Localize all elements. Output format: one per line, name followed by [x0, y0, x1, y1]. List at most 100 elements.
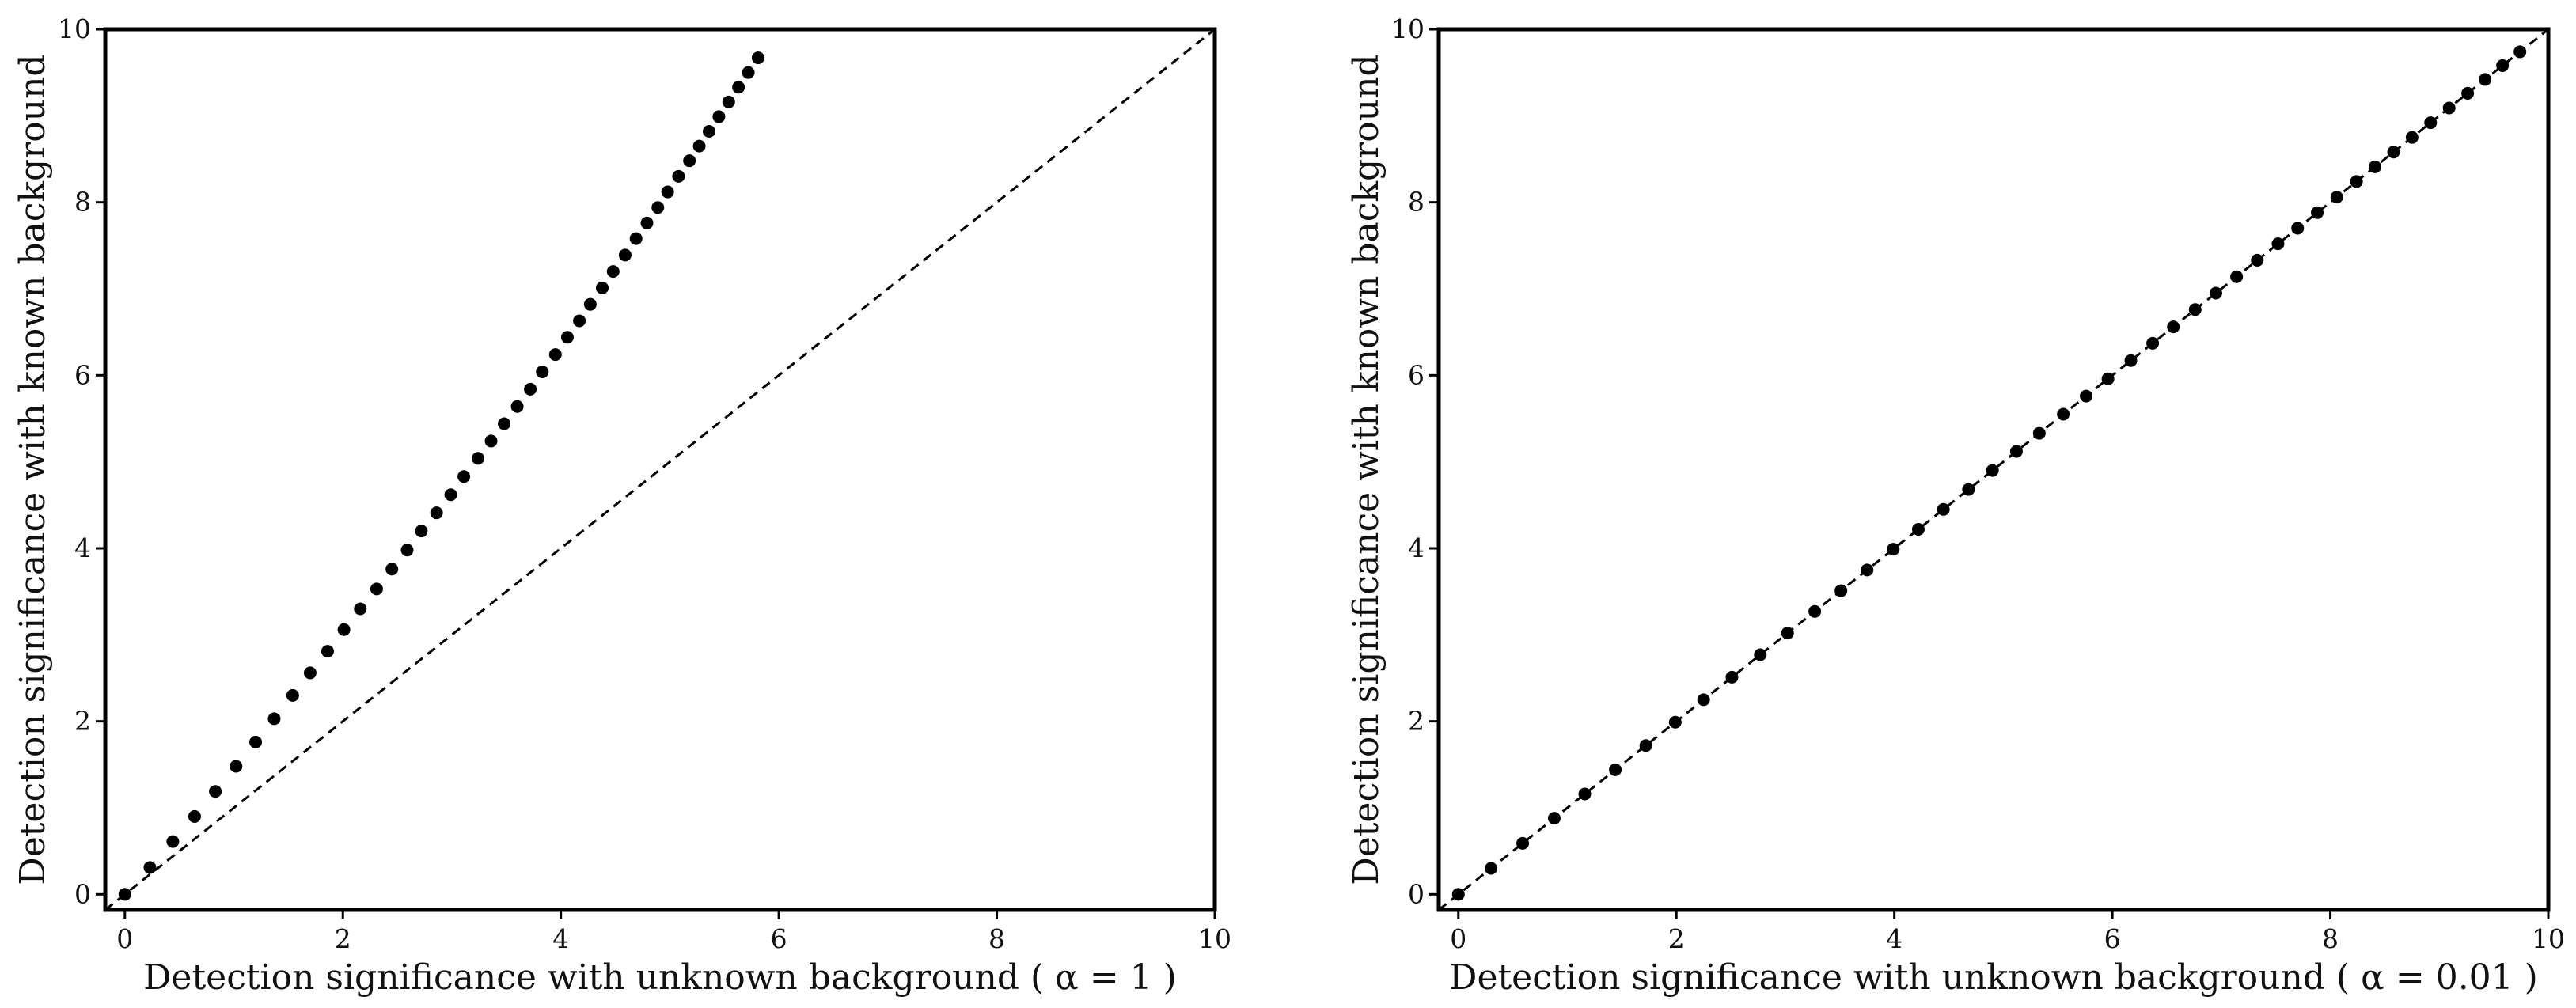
right-data-point [2442, 101, 2456, 115]
left-x-tick-label: 4 [552, 923, 569, 954]
left-data-point [303, 666, 317, 680]
left-y-tick-label: 6 [74, 359, 91, 390]
left-data-point [209, 785, 222, 798]
left-data-point [712, 110, 726, 123]
left-data-point [702, 125, 715, 138]
right-data-point [2146, 336, 2160, 350]
left-data-point [683, 154, 696, 168]
right-data-point [2188, 303, 2202, 316]
left-data-point [536, 365, 549, 378]
right-data-point [1516, 836, 1530, 850]
right-x-tick-label: 0 [1450, 923, 1466, 954]
right-data-point [1861, 563, 1874, 577]
right-data-point [2101, 372, 2115, 385]
right-data-point [1754, 648, 1767, 661]
left-data-point [751, 51, 764, 65]
right-data-point [2405, 131, 2419, 144]
left-data-point [457, 470, 471, 483]
left-data-point [385, 563, 399, 576]
right-y-tick-label: 8 [1408, 187, 1425, 218]
right-data-point [2209, 286, 2222, 300]
left-x-axis-title: Detection significance with unknown back… [143, 957, 1177, 998]
left-data-point [354, 602, 367, 616]
right-data-point [2167, 320, 2180, 334]
left-data-point [166, 835, 180, 848]
right-data-point [1697, 693, 1710, 707]
right-data-point [2080, 389, 2093, 403]
left-data-point [606, 265, 620, 279]
left-data-point [188, 809, 201, 823]
left-data-point [672, 169, 685, 183]
right-data-point [1668, 715, 1682, 729]
right-plot-frame [1436, 27, 2551, 912]
left-reference-line [104, 28, 1216, 911]
left-data-point [267, 712, 281, 726]
right-y-axis-title: Detection significance with known backgr… [1346, 54, 1387, 885]
right-data-point [2369, 160, 2382, 173]
right-data-point [2009, 445, 2023, 458]
right-data-point [1725, 670, 1739, 684]
right-y-tick-label: 0 [1408, 878, 1425, 909]
right-data-point [2251, 253, 2264, 267]
right-data-point [1547, 812, 1561, 825]
right-x-tick-label: 4 [1886, 923, 1903, 954]
right-data-point [1451, 888, 1465, 901]
left-y-tick-label: 0 [74, 878, 91, 909]
left-data-point [548, 348, 562, 362]
left-data-point [510, 400, 524, 413]
left-x-tick-label: 6 [771, 923, 787, 954]
right-data-point [2461, 86, 2475, 100]
right-data-point [1578, 787, 1592, 801]
right-x-tick-label: 2 [1668, 923, 1685, 954]
left-data-point [430, 506, 443, 520]
right-x-tick-label: 8 [2322, 923, 2339, 954]
right-x-tick-label: 6 [2104, 923, 2121, 954]
right-y-tick-label: 4 [1408, 532, 1425, 563]
left-data-point [415, 525, 428, 538]
right-data-point [1962, 483, 1975, 496]
right-data-point [2124, 354, 2138, 367]
right-reference-line [1438, 28, 2549, 911]
left-data-point [629, 232, 643, 245]
left-data-point [249, 735, 263, 748]
left-data-point [732, 81, 745, 94]
right-data-point [1609, 763, 1622, 776]
left-y-axis-title: Detection significance with known backgr… [13, 54, 53, 885]
right-data-point [2311, 206, 2324, 219]
right-data-point [1887, 543, 1900, 556]
right-data-point [1911, 522, 1925, 536]
left-y-tick-label: 8 [74, 187, 91, 218]
right-y-tick-label: 2 [1408, 706, 1425, 737]
left-data-point [524, 382, 537, 396]
left-x-tick-label: 0 [116, 923, 133, 954]
right-data-point [1834, 584, 1848, 597]
right-data-point [2350, 175, 2363, 188]
right-data-point [1808, 604, 1822, 618]
left-data-point [692, 139, 706, 153]
left-data-point [583, 297, 597, 311]
left-y-tick-label: 10 [58, 13, 91, 44]
left-data-point [618, 248, 632, 262]
right-data-point [2496, 59, 2510, 72]
left-data-point [651, 201, 665, 214]
left-data-point [321, 645, 334, 658]
left-data-point [286, 688, 299, 702]
left-data-point [337, 623, 351, 636]
right-data-point [2230, 270, 2244, 283]
right-x-axis-title: Detection significance with unknown back… [1449, 957, 2538, 998]
right-data-point [2479, 73, 2492, 86]
right-x-tick-label: 10 [2532, 923, 2565, 954]
left-data-point [484, 434, 498, 448]
right-data-point [1986, 464, 1999, 477]
left-x-tick-label: 2 [335, 923, 351, 954]
right-data-point [2057, 407, 2070, 421]
left-data-point [661, 185, 674, 199]
right-data-point [2291, 222, 2305, 235]
right-y-tick-label: 10 [1391, 13, 1425, 44]
right-y-tick-label: 6 [1408, 359, 1425, 390]
left-plot-frame [103, 27, 1217, 912]
right-data-point [2032, 426, 2046, 440]
right-data-point [1781, 627, 1794, 640]
